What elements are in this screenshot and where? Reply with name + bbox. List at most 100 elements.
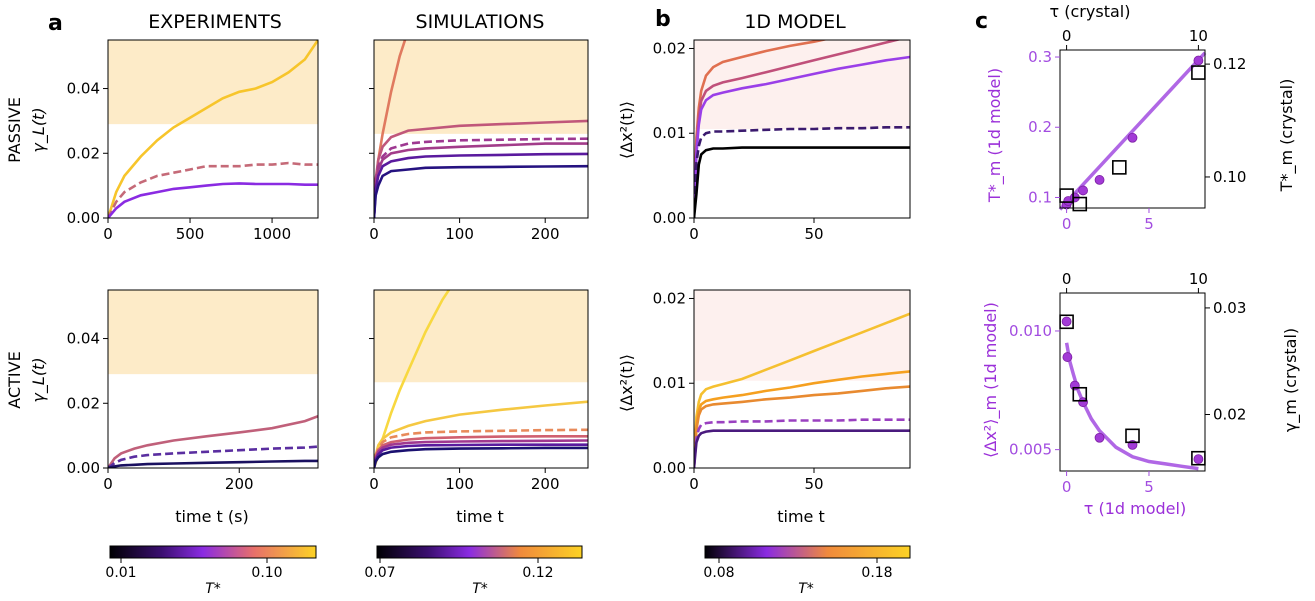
xlabel-exp: time t (s) [175, 507, 248, 526]
crystal-point [1112, 160, 1127, 175]
x-top-tick-label: 0 [1062, 27, 1072, 45]
x-tick-label: 0 [689, 225, 699, 243]
series-line-2 [108, 161, 318, 218]
series-line-1 [694, 312, 910, 468]
shaded-region [694, 40, 910, 129]
y-tick-label: 0.04 [67, 330, 100, 348]
x-tick-label: 0 [369, 225, 379, 243]
model-point [1061, 316, 1072, 327]
y-tick-label: 0.02 [653, 39, 686, 57]
series-line-6 [374, 443, 588, 468]
x-top-tick-label: 10 [1189, 27, 1208, 45]
x-tick-label: 0 [369, 475, 379, 493]
y-tick-label: 0.005 [1009, 441, 1052, 459]
axes-frame [107, 39, 319, 219]
ylabel-active-exp: γ_L(t) [29, 357, 49, 402]
series-line-2 [694, 40, 902, 218]
x-tick-label: 500 [176, 225, 205, 243]
title-experiments: EXPERIMENTS [148, 11, 282, 33]
x-tick-label: 200 [531, 475, 560, 493]
model-point [1127, 132, 1138, 143]
title-simulations: SIMULATIONS [416, 11, 545, 33]
plot-experiments-active: 0 200 0.00 0.02 0.04 [67, 289, 319, 493]
ylabel-passive-exp: γ_L(t) [29, 107, 49, 152]
colorbar-label: T* [205, 581, 221, 597]
y-tick-label: 0.02 [67, 144, 100, 162]
crystal-point [1072, 196, 1088, 212]
crystal-point [1125, 428, 1140, 444]
series-line-3 [694, 55, 910, 218]
x-tick-label: 100 [445, 225, 474, 243]
shaded-region [374, 290, 588, 383]
colorbar-tick: 0.08 [703, 565, 734, 581]
crystal-point [1191, 65, 1206, 80]
shaded-region [694, 290, 910, 381]
x-tick-label: 1000 [253, 225, 291, 243]
y-tick-label: 0.02 [653, 289, 686, 307]
x-tick-label: 200 [225, 475, 254, 493]
x-tick-label: 0 [1062, 215, 1072, 233]
ylabel-active-model: ⟨Δx²(t)⟩ [617, 354, 636, 412]
xlabel-sim: time t [456, 507, 504, 526]
model-point [1078, 397, 1088, 408]
x-tick-label: 0 [103, 475, 113, 493]
plot-experiments-passive: 0 500 1000 0.00 0.02 0.04 [67, 39, 319, 243]
y-tick-label: 0.00 [653, 209, 686, 227]
plot-model-active: 0 50 0.00 0.01 0.02 [653, 289, 911, 493]
c-bottom-ylabel-left: ⟨Δx²⟩_m (1d model) [981, 302, 1001, 458]
y-tick-label: 0.00 [653, 459, 686, 477]
plot-simulations-active: 0 100 200 [369, 289, 589, 493]
x-tick-label: 5 [1144, 478, 1154, 496]
colorbar-tick: 0.18 [861, 565, 892, 581]
y-tick-label: 0.01 [653, 374, 686, 392]
series-line-1 [108, 414, 318, 468]
y-tick-label: 0.01 [653, 124, 686, 142]
y-tick-label: 0.3 [1028, 48, 1052, 66]
c-top-ylabel-right: T*_m (crystal) [1277, 79, 1297, 193]
y-tick-label: 0.1 [1028, 188, 1052, 206]
series-line-5 [694, 429, 910, 468]
model-point [1078, 185, 1088, 196]
series-line-3 [694, 385, 910, 468]
colorbar-tick: 0.10 [251, 565, 282, 581]
shaded-region [108, 40, 318, 125]
series-line-5 [694, 146, 910, 218]
x-tick-label: 100 [445, 475, 474, 493]
x-tick-label: 0 [1062, 478, 1072, 496]
crystal-point [1072, 386, 1088, 402]
model-point [1094, 175, 1105, 185]
model-point [1193, 454, 1204, 465]
series-line-6 [374, 164, 588, 218]
panel-letter-b: b [655, 7, 671, 32]
axes-frame [693, 289, 911, 469]
colorbar-gradient [376, 545, 583, 559]
colorbar-tick: 0.07 [364, 565, 395, 581]
panel-letter-a: a [48, 11, 63, 36]
series-line-2 [108, 445, 318, 468]
plot-model-passive: 0 50 0.00 0.01 0.02 [653, 39, 911, 243]
axes-frame [373, 39, 589, 219]
x-tick-label: 50 [804, 475, 823, 493]
x-top-tick-label: 10 [1189, 270, 1208, 288]
c-top-ylabel-left: T*_m (1d model) [985, 68, 1005, 203]
series-line-1 [108, 40, 318, 218]
y-right-tick-label: 0.02 [1213, 406, 1246, 424]
axes-frame [373, 289, 589, 469]
axes-frame [693, 39, 911, 219]
colorbar-label: T* [798, 581, 814, 597]
y-tick-label: 0.04 [67, 80, 100, 98]
model-point [1069, 380, 1080, 391]
row-title-active: ACTIVE [5, 351, 24, 408]
x-tick-label: 0 [103, 225, 113, 243]
title-1d-model: 1D MODEL [744, 11, 846, 33]
series-line-7 [374, 446, 588, 468]
fit-line [1058, 51, 1207, 211]
y-right-tick-label: 0.12 [1213, 55, 1246, 73]
shaded-region [108, 290, 318, 375]
y-tick-label: 0.02 [67, 394, 100, 412]
series-line-4 [694, 126, 910, 218]
y-tick-label: 0.00 [67, 209, 100, 227]
xlabel-model: time t [777, 507, 825, 526]
shaded-region [374, 40, 588, 134]
